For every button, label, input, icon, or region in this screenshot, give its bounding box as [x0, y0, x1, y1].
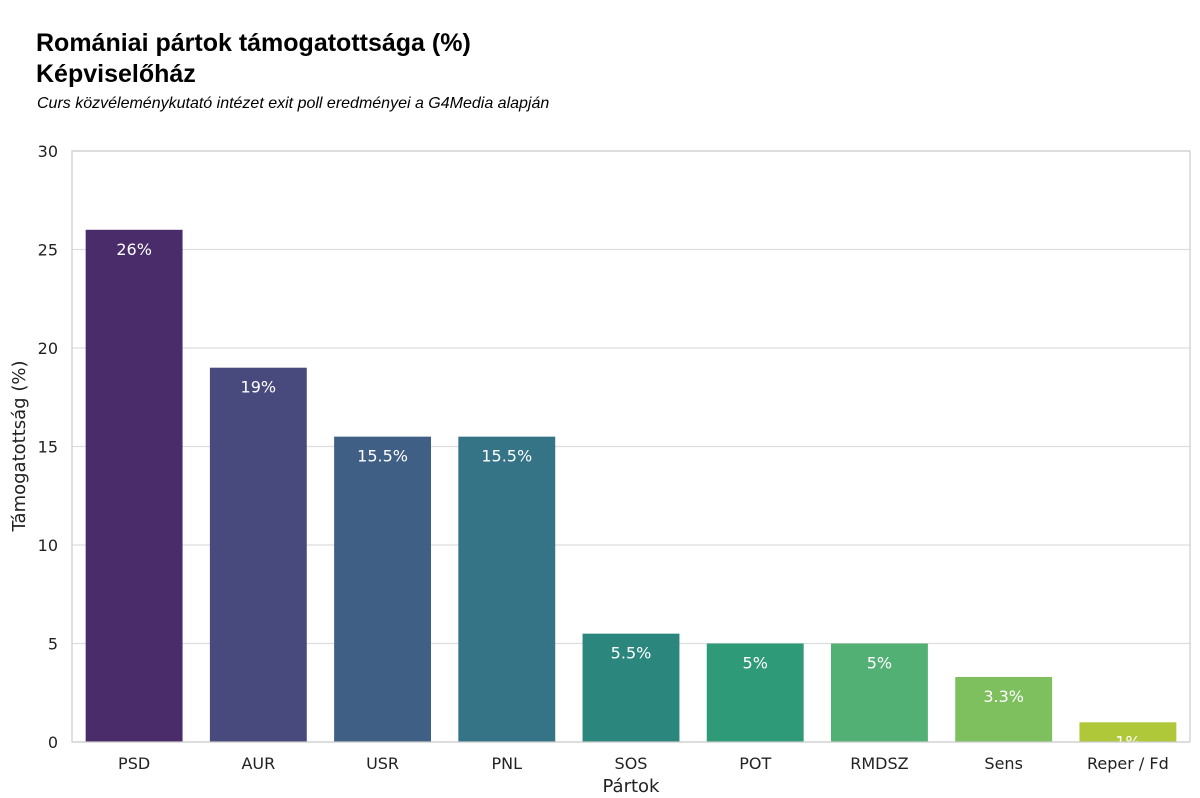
x-tick-label: RMDSZ	[850, 754, 908, 773]
y-tick-label: 30	[38, 142, 58, 161]
y-tick-label: 10	[38, 536, 58, 555]
bar-pot	[706, 643, 804, 742]
chart-title-line2: Képviselőház	[36, 60, 196, 88]
bar-usr	[334, 436, 432, 742]
x-tick-label: USR	[366, 754, 399, 773]
data-label: 26%	[116, 240, 152, 259]
data-label: 19%	[241, 378, 277, 397]
chart-title: Romániai pártok támogatottsága (%)	[36, 29, 471, 57]
x-axis-label: Pártok	[603, 776, 661, 797]
data-label: 3.3%	[983, 687, 1024, 706]
bar-psd	[85, 229, 183, 742]
y-tick-label: 5	[48, 635, 58, 654]
data-label: 15.5%	[357, 447, 408, 466]
x-tick-label: PSD	[118, 754, 150, 773]
y-tick-label: 0	[48, 733, 58, 752]
x-tick-label: Sens	[984, 754, 1022, 773]
data-label: 1%	[1115, 732, 1140, 751]
y-axis-label: Támogatottság (%)	[9, 361, 30, 533]
plot-frame	[71, 150, 1191, 743]
data-label: 5%	[743, 654, 768, 673]
y-tick-label: 20	[38, 339, 58, 358]
data-label: 5%	[867, 654, 892, 673]
data-label: 5.5%	[611, 644, 652, 663]
y-tick-label: 15	[38, 438, 58, 457]
x-tick-label: SOS	[615, 754, 648, 773]
x-tick-label: POT	[739, 754, 771, 773]
bar-rmdsz	[830, 643, 928, 742]
data-label: 15.5%	[481, 447, 532, 466]
x-tick-label: AUR	[241, 754, 275, 773]
x-tick-label: PNL	[492, 754, 523, 773]
y-tick-label: 25	[38, 241, 58, 260]
bar-pnl	[458, 436, 556, 742]
bar-reper-fd	[1079, 722, 1177, 742]
bar-sens	[955, 676, 1053, 742]
x-tick-label: Reper / Fd	[1087, 754, 1169, 773]
chart-subtitle: Curs közvéleménykutató intézet exit poll…	[37, 95, 550, 112]
bar-sos	[582, 633, 680, 742]
bar-aur	[209, 367, 307, 742]
